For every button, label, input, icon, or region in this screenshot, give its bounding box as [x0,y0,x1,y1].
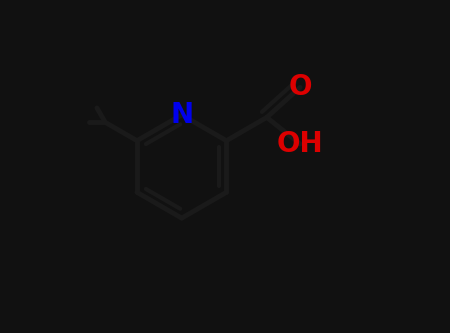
Text: O: O [288,73,312,102]
Text: OH: OH [277,130,324,158]
Text: N: N [170,101,193,129]
